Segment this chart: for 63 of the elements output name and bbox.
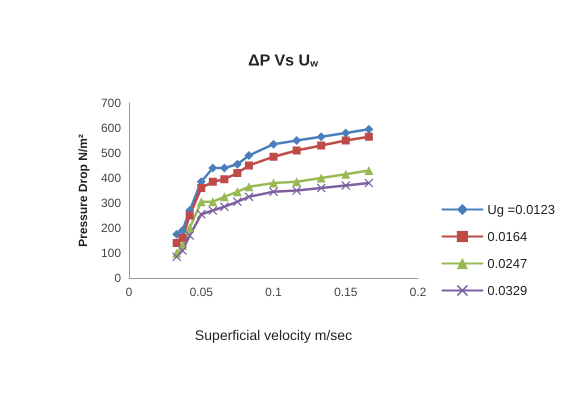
point bbox=[316, 174, 326, 182]
point bbox=[208, 197, 218, 206]
x-axis-title: Superficial velocity m/sec bbox=[194, 327, 352, 343]
point bbox=[185, 231, 194, 240]
x-tick-label: 0 bbox=[126, 285, 133, 299]
x-tick-label: 0.05 bbox=[190, 285, 214, 299]
point bbox=[364, 124, 374, 134]
point bbox=[341, 181, 350, 190]
point bbox=[317, 142, 326, 150]
point bbox=[208, 164, 218, 172]
x-tick-label: 0.1 bbox=[265, 285, 282, 299]
point bbox=[269, 140, 278, 149]
point bbox=[244, 162, 253, 170]
point bbox=[244, 192, 254, 202]
point bbox=[208, 206, 218, 215]
y-tick-label: 300 bbox=[100, 196, 122, 210]
point bbox=[208, 178, 217, 186]
legend-label: 0.0247 bbox=[487, 256, 528, 271]
point bbox=[220, 202, 229, 212]
point bbox=[364, 178, 374, 188]
point bbox=[292, 136, 302, 145]
legend-label: 0.0329 bbox=[487, 283, 528, 298]
point bbox=[316, 184, 326, 192]
point bbox=[244, 151, 254, 160]
y-tick-label: 500 bbox=[100, 146, 122, 160]
y-tick-label: 200 bbox=[100, 221, 122, 235]
y-axis-title: Pressure Drop N/m² bbox=[76, 134, 90, 247]
x-tick-label: 0.2 bbox=[410, 285, 427, 299]
point bbox=[244, 182, 254, 192]
point bbox=[364, 166, 374, 175]
point bbox=[232, 197, 242, 206]
point bbox=[178, 226, 187, 235]
chart-title: ΔP Vs Uw bbox=[248, 52, 318, 70]
y-tick-label: 700 bbox=[100, 96, 122, 110]
point bbox=[270, 152, 278, 161]
point bbox=[342, 136, 350, 144]
point bbox=[232, 160, 242, 169]
point bbox=[232, 187, 242, 196]
point bbox=[316, 132, 326, 142]
point bbox=[197, 184, 206, 192]
x-tick-label: 0.15 bbox=[334, 285, 358, 299]
point bbox=[364, 132, 373, 141]
point bbox=[292, 177, 302, 186]
point bbox=[269, 187, 278, 196]
point bbox=[269, 178, 278, 188]
legend-label: Ug =0.0123 bbox=[487, 202, 556, 217]
point bbox=[172, 230, 182, 239]
legend-label: 0.0164 bbox=[487, 229, 528, 244]
point bbox=[292, 186, 302, 195]
point bbox=[178, 234, 186, 242]
y-tick-label: 600 bbox=[100, 121, 122, 135]
point bbox=[341, 170, 350, 179]
point bbox=[220, 175, 228, 184]
point bbox=[185, 224, 194, 232]
y-tick-label: 0 bbox=[114, 271, 122, 285]
point bbox=[292, 146, 301, 154]
point bbox=[220, 192, 229, 202]
point bbox=[186, 212, 194, 220]
point bbox=[233, 169, 242, 177]
point bbox=[341, 128, 350, 138]
y-tick-label: 400 bbox=[100, 171, 122, 185]
point bbox=[196, 197, 206, 206]
y-tick-label: 100 bbox=[100, 246, 122, 260]
